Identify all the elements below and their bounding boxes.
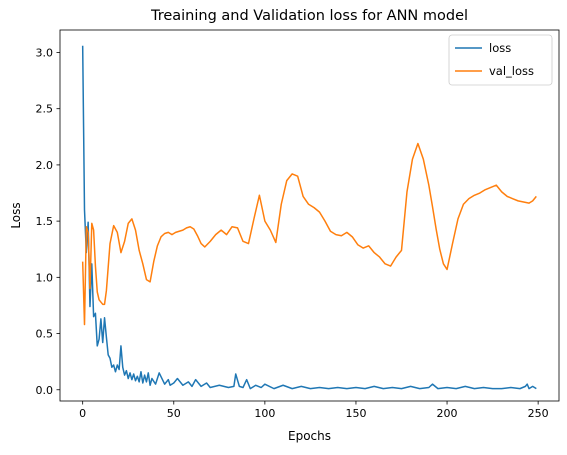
y-tick-label: 0.5 [36, 328, 54, 341]
x-tick-label: 150 [345, 407, 366, 420]
x-axis: 0 50 100 150 200 250 [79, 401, 549, 420]
axes-frame [59, 29, 560, 402]
legend-label-loss: loss [489, 41, 511, 55]
y-axis: 0.0 0.5 1.0 1.5 2.0 2.5 3.0 [36, 46, 60, 397]
x-tick-label: 250 [528, 407, 549, 420]
y-axis-label: Loss [9, 202, 23, 228]
series-line-val-loss [81, 142, 537, 326]
x-tick-label: 50 [167, 407, 181, 420]
y-tick-label: 2.5 [36, 103, 54, 116]
x-tick-label: 200 [437, 407, 458, 420]
y-tick-label: 0.0 [36, 384, 54, 397]
series-line-loss [81, 45, 537, 390]
legend-label-val-loss: val_loss [489, 64, 534, 78]
y-tick-label: 1.5 [36, 215, 54, 228]
chart-title: Treaining and Validation loss for ANN mo… [150, 8, 468, 24]
plot-area [81, 45, 537, 390]
legend: loss val_loss [448, 34, 553, 86]
y-tick-label: 3.0 [36, 46, 54, 59]
x-tick-label: 0 [79, 407, 86, 420]
y-tick-label: 2.0 [36, 159, 54, 172]
x-tick-label: 100 [254, 407, 275, 420]
y-tick-label: 1.0 [36, 271, 54, 284]
x-axis-label: Epochs [288, 429, 331, 443]
